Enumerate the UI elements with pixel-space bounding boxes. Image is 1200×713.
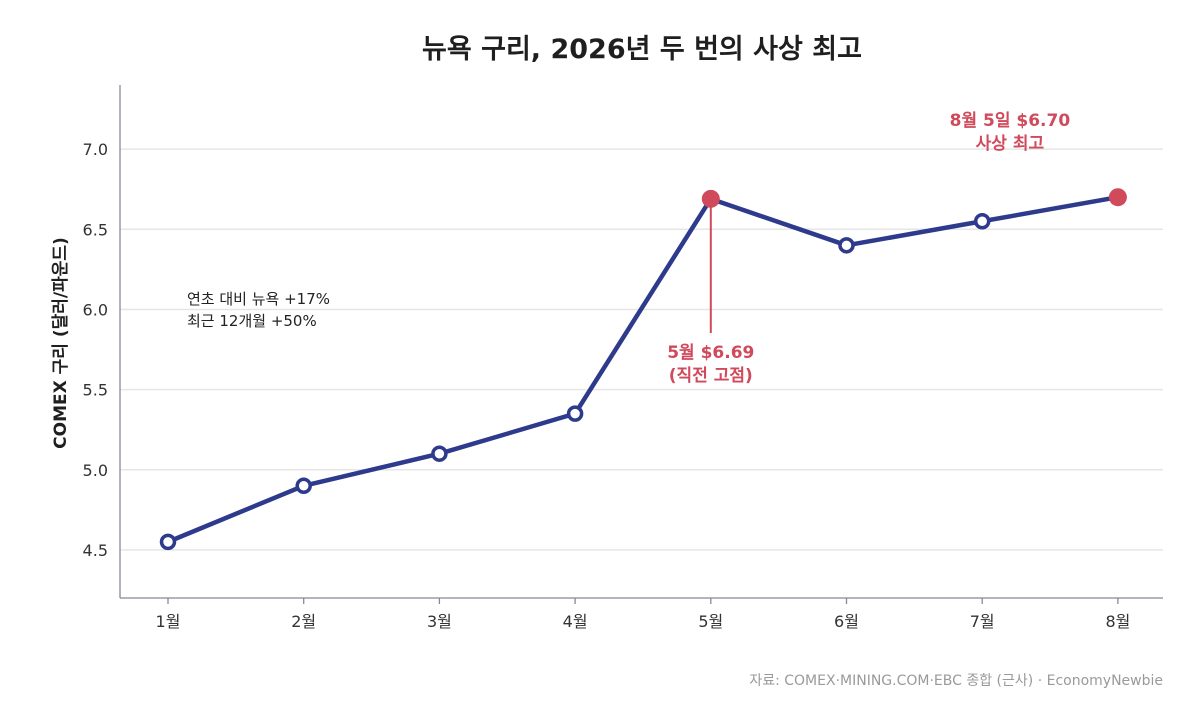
y-tick-label: 6.5 — [83, 220, 108, 239]
x-tick-label: 5월 — [698, 612, 723, 631]
series-line — [159, 188, 1127, 551]
x-tick-label: 4월 — [563, 612, 588, 631]
data-point — [159, 533, 177, 551]
x-tick-labels: 1월 2월 3월 4월 5월 6월 7월 8월 — [156, 598, 1130, 631]
x-tick-label: 1월 — [156, 612, 181, 631]
y-tick-label: 4.5 — [83, 541, 108, 560]
note-line-2: 최근 12개월 +50% — [187, 312, 317, 330]
axes — [119, 85, 1163, 599]
y-tick-label: 5.0 — [83, 461, 108, 480]
data-point — [973, 213, 991, 230]
x-tick-label: 6월 — [834, 612, 859, 631]
y-tick-label: 7.0 — [83, 140, 108, 159]
y-tick-label: 6.0 — [83, 300, 108, 319]
series-line-path — [165, 194, 1121, 545]
annotation-record-high-line: 사상 최고 — [976, 134, 1045, 154]
annotation-may-peak-line: 5월 $6.69 — [667, 343, 754, 363]
annotation-may-peak-line: (직전 고점) — [669, 366, 753, 386]
y-tick-labels: 4.5 5.0 5.5 6.0 6.5 7.0 — [83, 140, 108, 560]
x-tick-label: 7월 — [970, 612, 995, 631]
x-tick-label: 3월 — [427, 612, 452, 631]
annotations: 5월 $6.69 (직전 고점) 8월 5일 $6.70 사상 최고 — [667, 111, 1070, 386]
data-point — [295, 477, 312, 495]
y-tick-label: 5.5 — [83, 381, 108, 400]
data-point — [566, 405, 584, 422]
source-note: 자료: COMEX·MINING.COM·EBC 종합 (근사) · Econo… — [749, 673, 1163, 689]
annotation-record-high-line: 8월 5일 $6.70 — [950, 111, 1071, 131]
x-tick-label: 8월 — [1105, 612, 1130, 631]
note-box: 연초 대비 뉴욕 +17% 최근 12개월 +50% — [187, 290, 330, 330]
highlight-point — [1108, 188, 1127, 207]
chart-title: 뉴욕 구리, 2026년 두 번의 사상 최고 — [422, 34, 862, 65]
data-point — [838, 237, 855, 254]
x-tick-label: 2월 — [291, 612, 316, 631]
data-point — [431, 445, 448, 462]
note-line-1: 연초 대비 뉴욕 +17% — [187, 290, 330, 308]
grid-lines — [120, 148, 1163, 551]
y-axis-label: COMEX 구리 (달러/파운드) — [50, 237, 71, 449]
